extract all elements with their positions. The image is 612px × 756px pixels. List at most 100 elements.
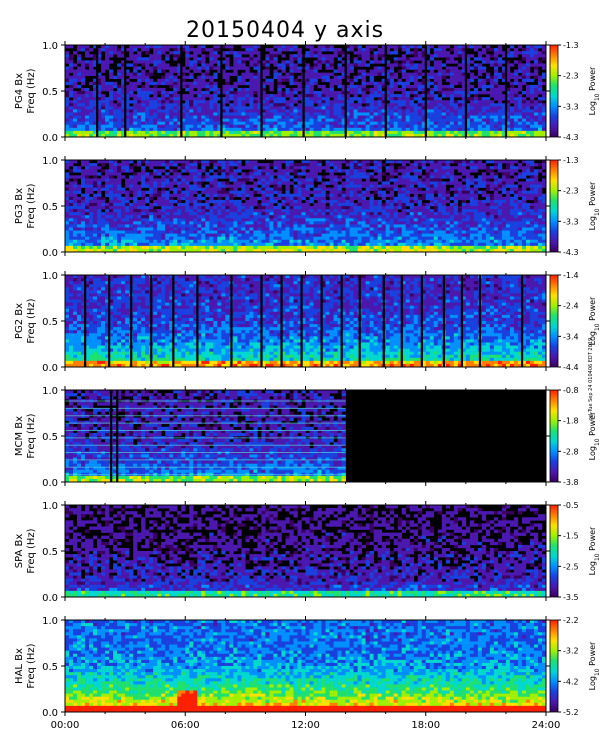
spectrogram-cell	[109, 248, 114, 253]
spectrogram-cell	[293, 48, 298, 52]
spectrogram-cell	[165, 172, 170, 176]
spectrogram-cell	[81, 178, 86, 182]
spectrogram-cell	[333, 112, 338, 116]
spectrogram-cell	[289, 130, 294, 135]
spectrogram-cell	[253, 163, 258, 167]
spectrogram-cell	[121, 115, 126, 119]
spectrogram-cell	[121, 190, 126, 195]
spectrogram-cell	[141, 218, 146, 222]
spectrogram-cell	[241, 63, 246, 67]
spectrogram-cell	[281, 66, 286, 70]
spectrogram-cell	[73, 81, 78, 86]
spectrogram-cell	[525, 106, 531, 110]
spectrogram-cell	[69, 69, 74, 73]
spectrogram-cell	[365, 121, 370, 126]
spectrogram-cell	[169, 239, 174, 244]
spectrogram-cell	[257, 172, 262, 176]
spectrogram-cell	[329, 118, 334, 122]
spectrogram-cell	[317, 221, 322, 225]
spectrogram-cell	[321, 106, 326, 110]
spectrogram-cell	[149, 72, 154, 76]
spectrogram-cell	[505, 51, 511, 55]
spectrogram-cell	[253, 112, 258, 116]
spectrogram-cell	[465, 124, 471, 129]
spectrogram-cell	[89, 202, 94, 207]
spectrogram-cell	[361, 121, 366, 126]
spectrogram-cell	[245, 184, 250, 188]
spectrogram-cell	[225, 130, 230, 135]
spectrogram-cell	[345, 109, 350, 113]
spectrogram-cell	[173, 133, 178, 138]
spectrogram-cell	[289, 91, 294, 95]
spectrogram-cell	[141, 78, 146, 83]
spectrogram-cell	[525, 115, 531, 119]
spectrogram-cell	[481, 87, 487, 92]
spectrogram-cell	[201, 100, 206, 104]
spectrogram-cell	[85, 166, 90, 170]
spectrogram-cell	[237, 169, 242, 173]
spectrogram-cell	[105, 124, 110, 129]
spectrogram-cell	[213, 163, 218, 167]
spectrogram-cell	[293, 130, 298, 135]
spectrogram-cell	[341, 221, 346, 225]
spectrogram-cell	[125, 57, 130, 61]
spectrogram-cell	[121, 91, 126, 95]
spectrogram-cell	[177, 178, 182, 182]
spectrogram-cell	[221, 239, 226, 244]
spectrogram-cell	[213, 202, 218, 207]
spectrogram-cell	[145, 75, 150, 80]
spectrogram-cell	[213, 199, 218, 204]
spectrogram-cell	[489, 127, 495, 132]
spectrogram-cell	[365, 48, 370, 52]
spectrogram-cell	[225, 121, 230, 126]
spectrogram-cell	[97, 245, 102, 250]
spectrogram-cell	[177, 127, 182, 132]
spectrogram-cell	[185, 212, 190, 216]
spectrogram-cell	[285, 106, 290, 110]
spectrogram-cell	[461, 109, 467, 113]
spectrogram-cell	[305, 209, 310, 213]
spectrogram-cell	[365, 100, 370, 104]
spectrogram-cell	[437, 103, 443, 107]
spectrogram-cell	[285, 118, 290, 122]
spectrogram-cell	[193, 118, 198, 122]
spectrogram-cell	[69, 160, 74, 164]
spectrogram-cell	[305, 206, 310, 210]
spectrogram-cell	[293, 202, 298, 207]
spectrogram-cell	[305, 166, 310, 170]
spectrogram-cell	[157, 81, 162, 86]
spectrogram-cell	[221, 127, 226, 132]
spectrogram-cell	[109, 209, 114, 213]
spectrogram-cell	[277, 187, 282, 191]
spectrogram-cell	[449, 72, 455, 76]
spectrogram-cell	[93, 124, 98, 129]
spectrogram-cell	[233, 163, 238, 167]
spectrogram-cell	[149, 233, 154, 237]
spectrogram-cell	[225, 97, 230, 101]
spectrogram-cell	[177, 181, 182, 185]
spectrogram-cell	[225, 236, 230, 241]
spectrogram-cell	[269, 239, 274, 244]
spectrogram-cell	[213, 184, 218, 188]
spectrogram-cell	[329, 212, 334, 216]
spectrogram-cell	[273, 100, 278, 104]
spectrogram-cell	[201, 130, 206, 135]
spectrogram-cell	[153, 227, 158, 231]
spectrogram-cell	[165, 57, 170, 61]
spectrogram-cell	[453, 91, 459, 95]
spectrogram-cell	[321, 115, 326, 119]
spectrogram-cell	[269, 193, 274, 198]
spectrogram-cell	[109, 75, 114, 80]
spectrogram-cell	[213, 115, 218, 119]
spectrogram-cell	[249, 209, 254, 213]
spectrogram-cell	[493, 103, 499, 107]
spectrogram-cell	[245, 115, 250, 119]
spectrogram-cell	[77, 97, 82, 101]
spectrogram-cell	[437, 78, 443, 83]
spectrogram-cell	[457, 81, 463, 86]
spectrogram-cell	[297, 218, 302, 222]
spectrogram-cell	[97, 196, 102, 201]
spectrogram-cell	[181, 224, 186, 228]
spectrogram-cell	[317, 239, 322, 244]
spectrogram-cell	[221, 236, 226, 241]
